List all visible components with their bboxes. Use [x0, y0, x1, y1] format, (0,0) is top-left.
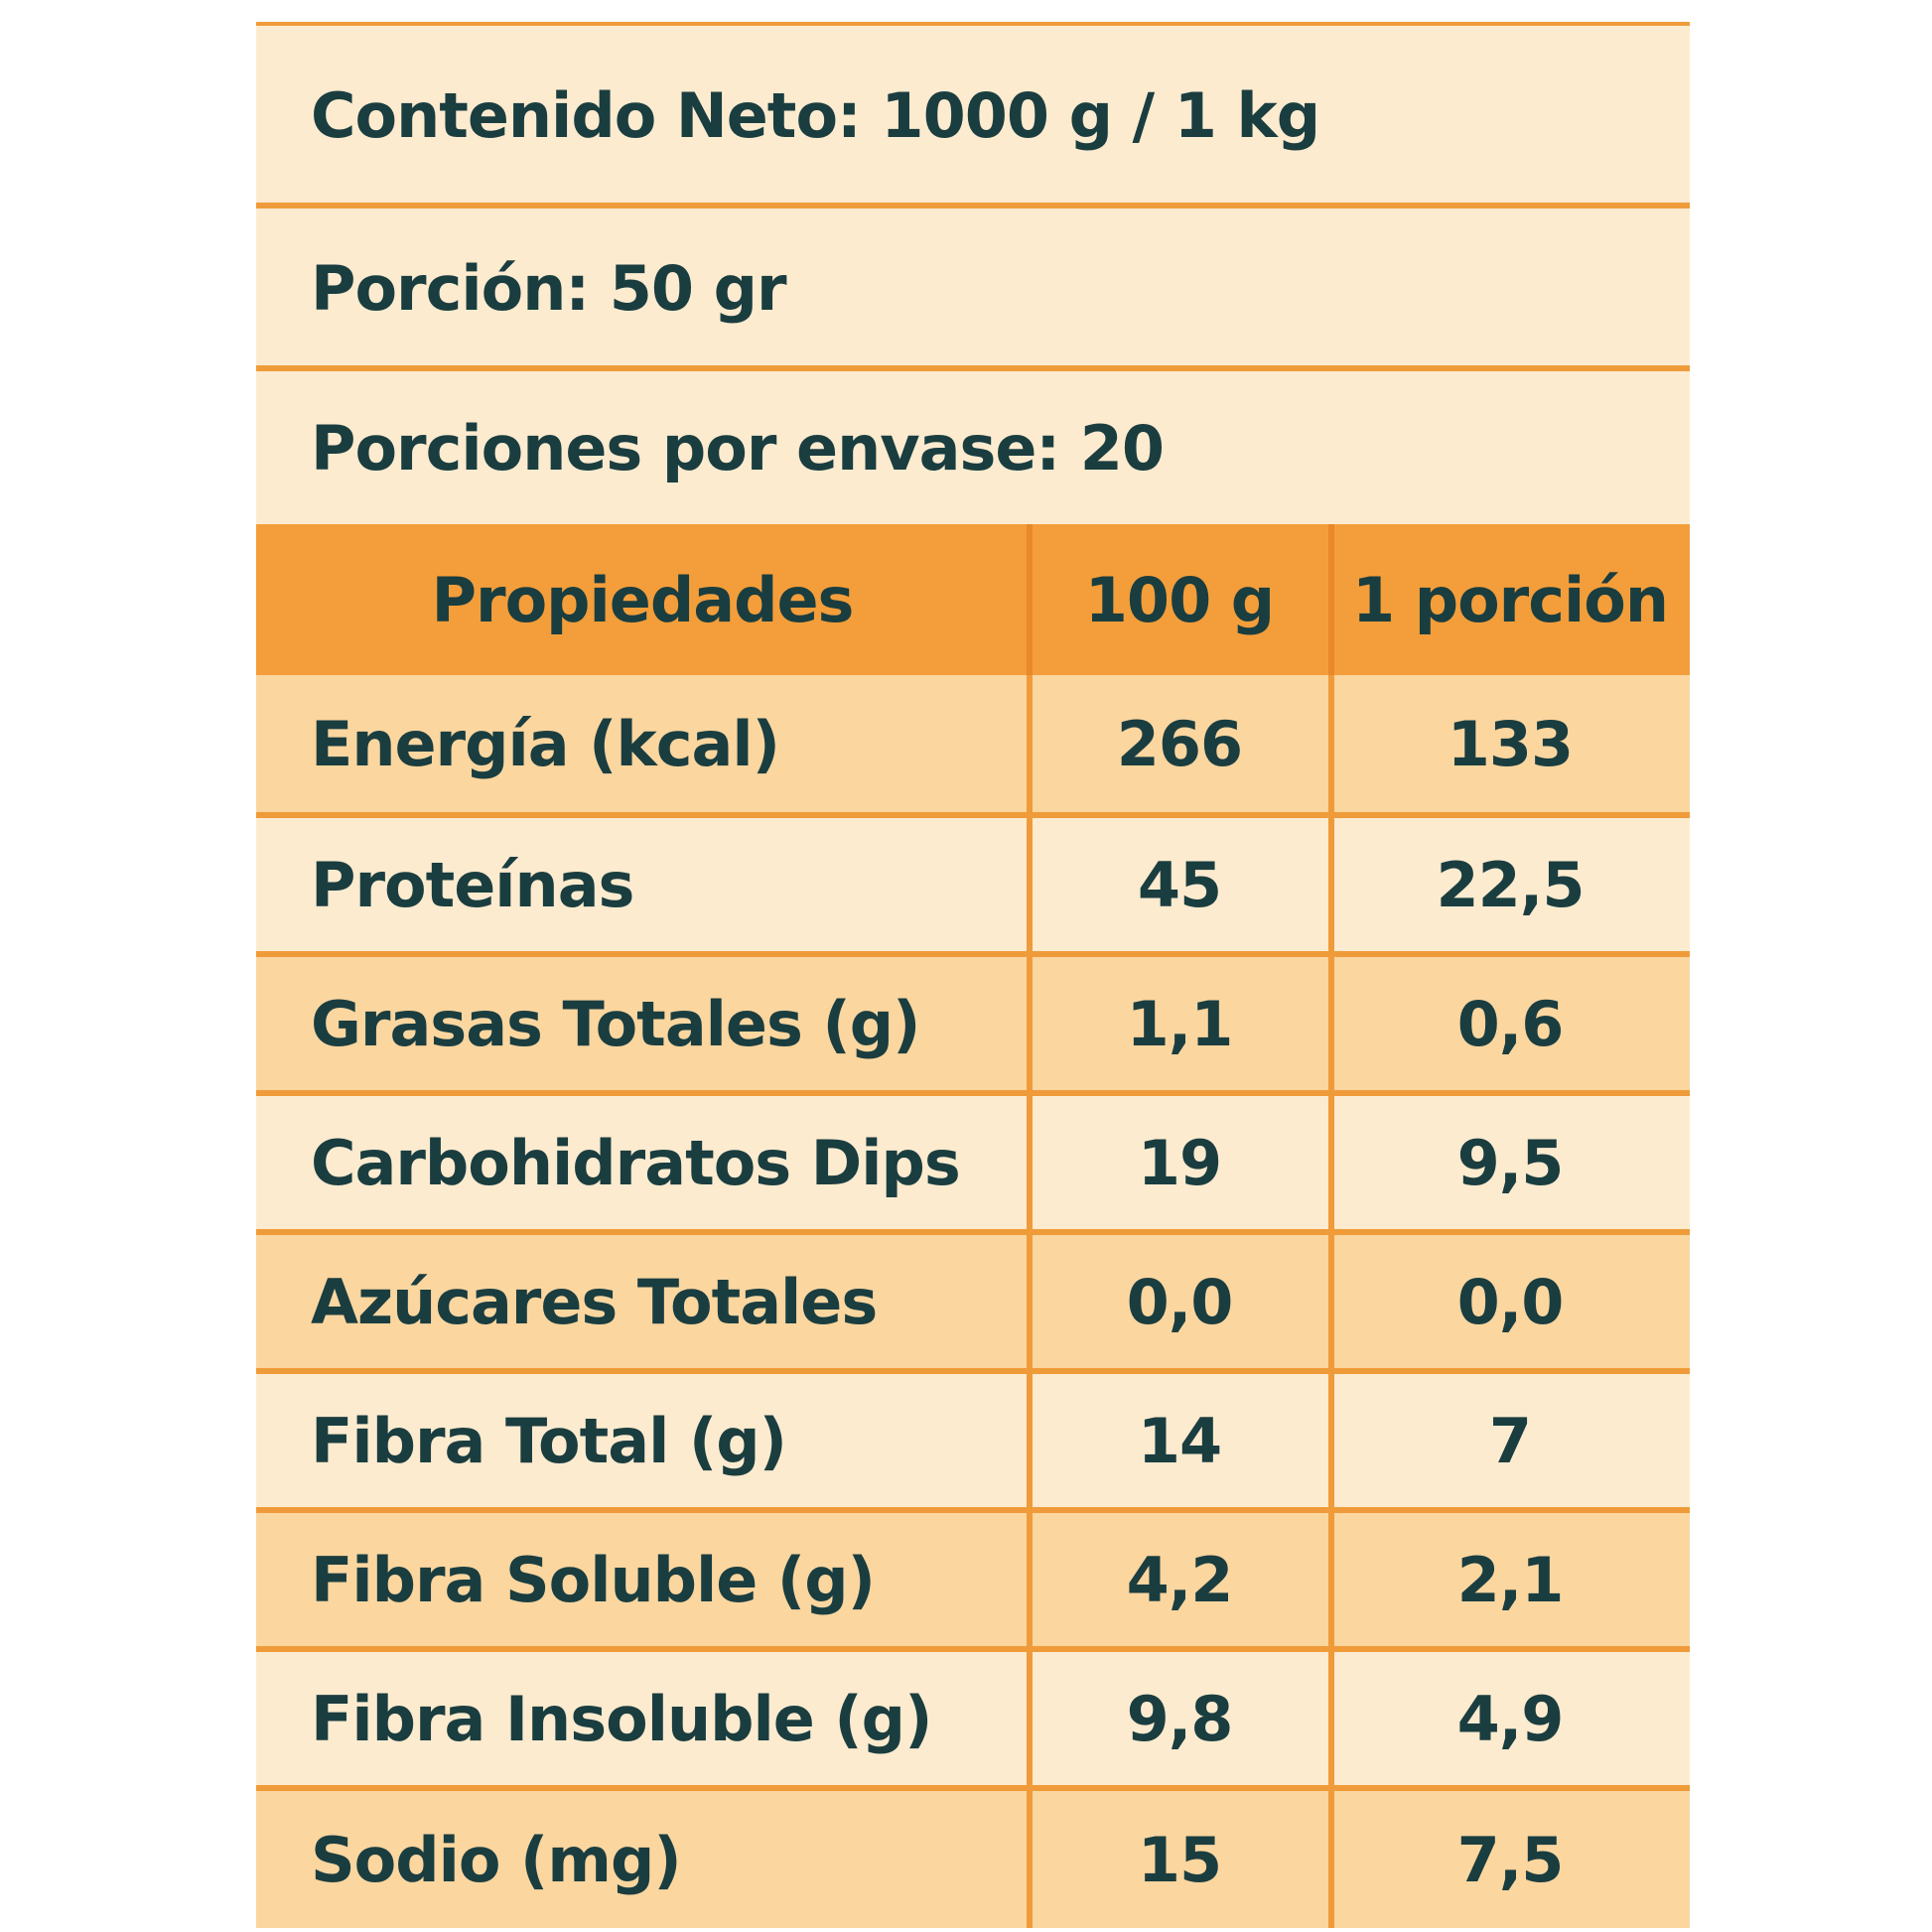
table-row: Proteínas 45 22,5	[256, 818, 1690, 951]
property-name: Azúcares Totales	[311, 1265, 878, 1338]
property-name: Fibra Soluble (g)	[311, 1543, 876, 1616]
column-divider	[1328, 524, 1334, 675]
table-row: Energía (kcal) 266 133	[256, 675, 1690, 812]
value-per-100g: 9,8	[1126, 1682, 1234, 1755]
value-per-portion: 22,5	[1436, 848, 1586, 921]
table-row: Azúcares Totales 0,0 0,0	[256, 1235, 1690, 1368]
value-per-100g: 14	[1137, 1404, 1222, 1477]
property-name: Sodio (mg)	[311, 1823, 682, 1896]
value-per-portion: 7,5	[1456, 1823, 1565, 1896]
divider	[256, 22, 1690, 28]
portions-per-pack-text: Porciones por envase: 20	[311, 411, 1165, 484]
property-name: Carbohidratos Dips	[311, 1126, 961, 1199]
divider	[256, 1507, 1690, 1513]
value-per-portion: 0,0	[1456, 1265, 1565, 1338]
value-per-100g: 15	[1137, 1823, 1222, 1896]
property-name: Proteínas	[311, 848, 634, 921]
property-name: Fibra Total (g)	[311, 1404, 787, 1477]
net-content-row: Contenido Neto: 1000 g / 1 kg	[256, 26, 1690, 205]
value-per-100g: 0,0	[1126, 1265, 1234, 1338]
divider	[256, 951, 1690, 957]
divider	[256, 812, 1690, 818]
value-per-100g: 19	[1137, 1126, 1222, 1199]
property-name: Fibra Insoluble (g)	[311, 1682, 932, 1755]
nutrition-label: Contenido Neto: 1000 g / 1 kg Porción: 5…	[256, 22, 1690, 1932]
portion-text: Porción: 50 gr	[311, 251, 787, 325]
divider	[256, 1229, 1690, 1235]
header-per-100g: 100 g	[1084, 563, 1275, 636]
value-per-portion: 9,5	[1456, 1126, 1565, 1199]
column-divider	[1027, 524, 1033, 675]
portions-per-pack-row: Porciones por envase: 20	[256, 371, 1690, 524]
table-row: Fibra Insoluble (g) 9,8 4,9	[256, 1652, 1690, 1785]
table-row: Grasas Totales (g) 1,1 0,6	[256, 957, 1690, 1090]
value-per-portion: 0,6	[1456, 987, 1565, 1060]
value-per-portion: 2,1	[1456, 1543, 1565, 1616]
portion-row: Porción: 50 gr	[256, 208, 1690, 367]
header-per-portion: 1 porción	[1351, 563, 1669, 636]
value-per-portion: 7	[1488, 1404, 1532, 1477]
divider	[256, 1368, 1690, 1374]
value-per-portion: 133	[1447, 707, 1574, 780]
net-content-text: Contenido Neto: 1000 g / 1 kg	[311, 78, 1320, 152]
value-per-100g: 1,1	[1126, 987, 1234, 1060]
column-divider	[1328, 675, 1334, 1928]
divider	[256, 365, 1690, 371]
property-name: Grasas Totales (g)	[311, 987, 921, 1060]
property-name: Energía (kcal)	[311, 707, 780, 780]
divider	[256, 1785, 1690, 1791]
header-properties: Propiedades	[431, 563, 855, 636]
divider	[256, 203, 1690, 208]
column-divider	[1027, 675, 1033, 1928]
value-per-100g: 4,2	[1126, 1543, 1234, 1616]
value-per-portion: 4,9	[1456, 1682, 1565, 1755]
table-header-row: Propiedades 100 g 1 porción	[256, 524, 1690, 675]
divider	[256, 1646, 1690, 1652]
value-per-100g: 266	[1116, 707, 1243, 780]
divider	[256, 1090, 1690, 1096]
value-per-100g: 45	[1137, 848, 1222, 921]
table-row: Sodio (mg) 15 7,5	[256, 1791, 1690, 1928]
table-row: Carbohidratos Dips 19 9,5	[256, 1096, 1690, 1229]
table-row: Fibra Soluble (g) 4,2 2,1	[256, 1513, 1690, 1646]
table-row: Fibra Total (g) 14 7	[256, 1374, 1690, 1507]
